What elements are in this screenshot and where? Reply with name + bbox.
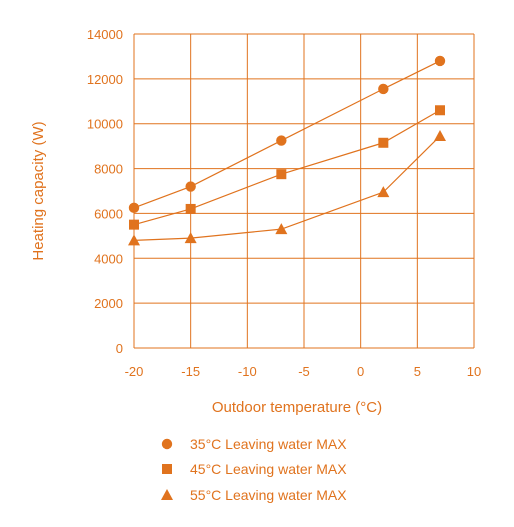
series-line <box>133 60 441 209</box>
legend: 35°C Leaving water MAX 45°C Leaving water… <box>161 436 347 503</box>
x-tick-label: -10 <box>238 364 257 379</box>
y-tick-label: 8000 <box>94 162 123 177</box>
data-point <box>128 234 140 246</box>
series-line <box>133 135 441 241</box>
y-tick-label: 14000 <box>87 27 123 42</box>
data-point <box>434 130 446 142</box>
series-group <box>128 55 446 246</box>
y-tick-label: 2000 <box>94 296 123 311</box>
series-3 <box>128 130 446 246</box>
y-tick-label: 12000 <box>87 72 123 87</box>
legend-item-3: 55°C Leaving water MAX <box>161 487 347 503</box>
legend-marker <box>161 489 173 500</box>
y-axis-label: Heating capacity (W) <box>30 121 47 260</box>
legend-marker <box>161 438 173 450</box>
x-tick-label: -5 <box>298 364 310 379</box>
x-axis-label: Outdoor temperature (°C) <box>212 399 382 416</box>
data-point <box>185 181 196 192</box>
data-point <box>276 169 287 180</box>
y-tick-label: 0 <box>116 341 123 356</box>
legend-label: 55°C Leaving water MAX <box>190 487 347 503</box>
data-point <box>275 223 288 235</box>
legend-label: 35°C Leaving water MAX <box>190 436 347 452</box>
x-axis-ticks: -20 -15 -10 -5 0 5 10 <box>125 364 482 379</box>
data-point <box>128 202 140 214</box>
data-point <box>377 186 390 198</box>
x-tick-label: -15 <box>181 364 200 379</box>
y-tick-label: 10000 <box>87 117 123 132</box>
data-point <box>185 203 196 214</box>
data-point <box>378 83 389 95</box>
series-1 <box>128 55 446 214</box>
legend-item-2: 45°C Leaving water MAX <box>162 461 347 477</box>
y-tick-label: 4000 <box>94 251 123 266</box>
data-point <box>435 105 445 116</box>
x-tick-label: -20 <box>125 364 144 379</box>
x-tick-label: 0 <box>357 364 364 379</box>
series-2 <box>129 105 445 230</box>
x-tick-label: 10 <box>467 364 481 379</box>
data-point <box>276 135 287 146</box>
data-point <box>129 219 139 230</box>
data-point <box>184 232 197 244</box>
grid <box>133 33 475 349</box>
x-tick-label: 5 <box>414 364 421 379</box>
data-point <box>378 137 389 148</box>
legend-label: 45°C Leaving water MAX <box>190 461 347 477</box>
data-point <box>434 55 446 67</box>
legend-marker <box>162 464 172 474</box>
y-tick-label: 6000 <box>94 206 123 221</box>
series-line <box>133 109 441 226</box>
y-axis-ticks: 0 2000 4000 6000 8000 10000 12000 14000 <box>87 27 123 356</box>
legend-item-1: 35°C Leaving water MAX <box>161 436 347 452</box>
